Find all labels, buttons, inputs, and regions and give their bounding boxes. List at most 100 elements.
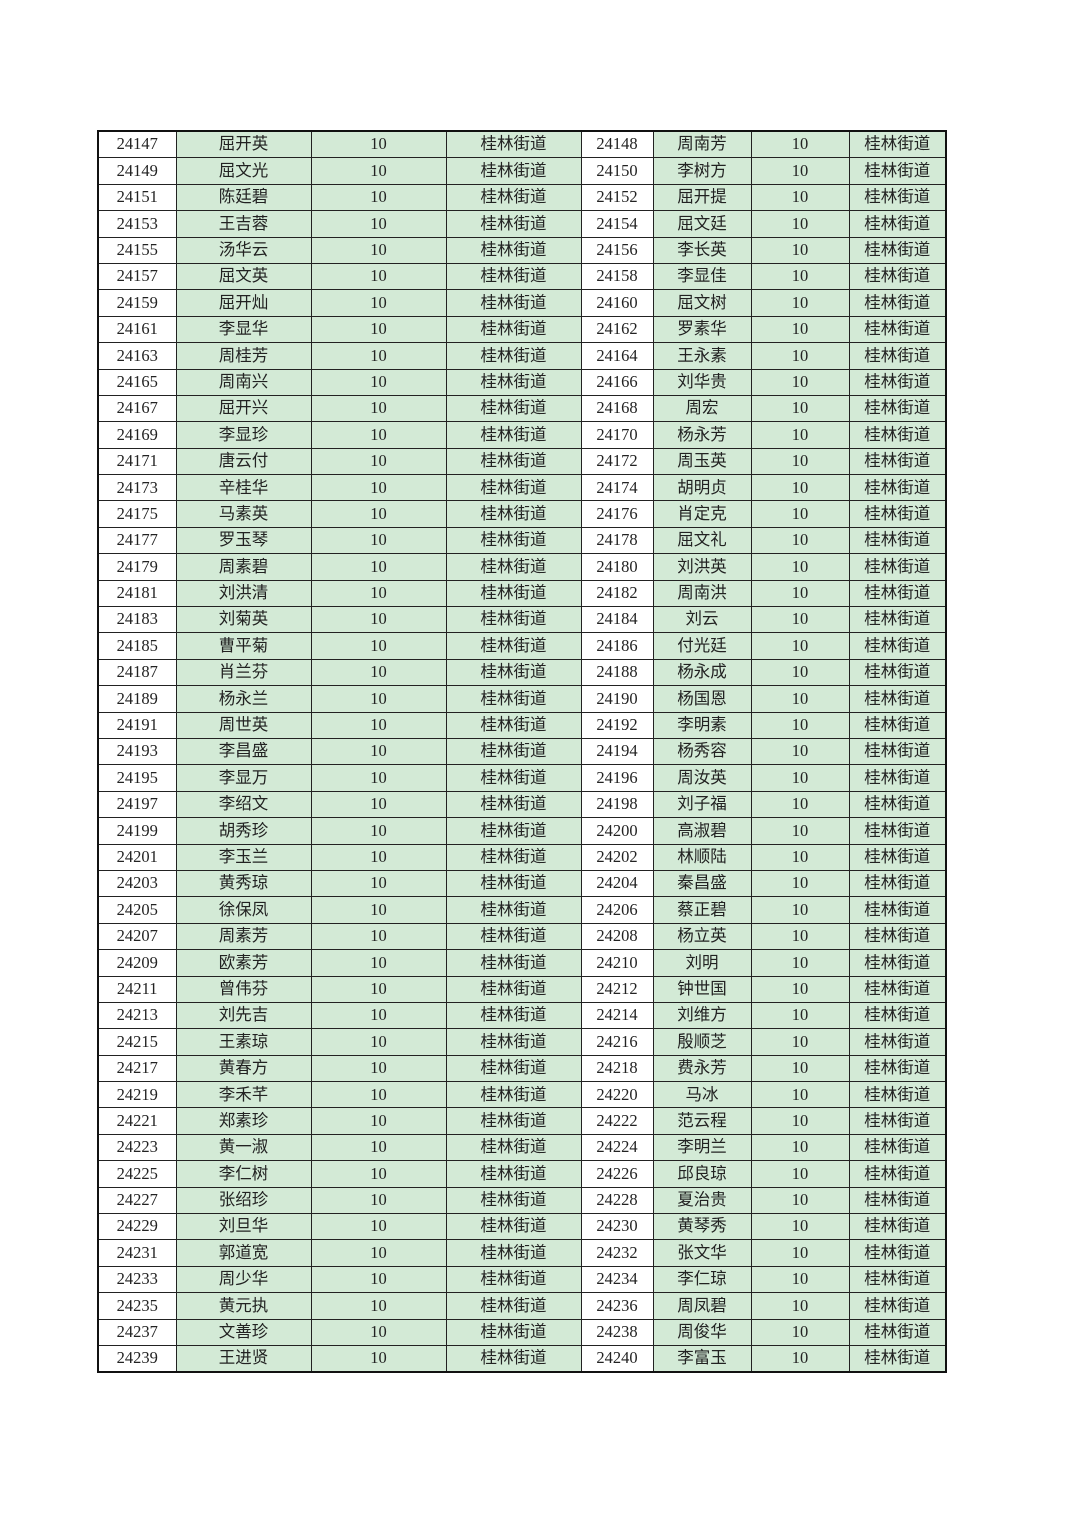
left-name-cell: 李显万 <box>175 764 312 792</box>
right-amount-cell: 10 <box>750 315 850 344</box>
right-amount-cell: 10 <box>750 1054 850 1083</box>
table-row: 24159 屈开灿 10 桂林街道 24160 屈文树 10 桂林街道 <box>97 289 947 317</box>
right-amount-cell: 10 <box>750 157 850 185</box>
right-amount-cell: 10 <box>750 949 850 977</box>
right-amount-cell: 10 <box>750 500 850 528</box>
left-name-cell: 刘先吉 <box>175 1001 312 1030</box>
table-row: 24239 王进贤 10 桂林街道 24240 李富玉 10 桂林街道 <box>97 1344 947 1373</box>
right-amount-cell: 10 <box>750 236 850 264</box>
right-street-cell: 桂林街道 <box>848 1186 947 1215</box>
right-name-cell: 李明素 <box>652 711 752 739</box>
left-amount-cell: 10 <box>310 1081 447 1109</box>
right-id-cell: 24168 <box>580 394 654 423</box>
left-id-cell: 24215 <box>97 1028 177 1056</box>
right-name-cell: 李仁琼 <box>652 1265 752 1294</box>
right-name-cell: 杨立英 <box>652 922 752 951</box>
left-id-cell: 24217 <box>97 1054 177 1083</box>
right-name-cell: 李树方 <box>652 157 752 185</box>
left-name-cell: 曾伟芬 <box>175 975 312 1003</box>
right-id-cell: 24212 <box>580 975 654 1003</box>
left-id-cell: 24187 <box>97 658 177 687</box>
left-id-cell: 24159 <box>97 289 177 317</box>
right-name-cell: 马冰 <box>652 1081 752 1109</box>
right-street-cell: 桂林街道 <box>848 474 947 502</box>
right-amount-cell: 10 <box>750 1344 850 1373</box>
right-street-cell: 桂林街道 <box>848 421 947 449</box>
left-amount-cell: 10 <box>310 1186 447 1215</box>
left-amount-cell: 10 <box>310 130 447 159</box>
table-row: 24175 马素英 10 桂林街道 24176 肖定克 10 桂林街道 <box>97 500 947 528</box>
right-name-cell: 费永芳 <box>652 1054 752 1083</box>
right-name-cell: 张文华 <box>652 1239 752 1267</box>
left-street-cell: 桂林街道 <box>445 315 582 344</box>
right-street-cell: 桂林街道 <box>848 130 947 159</box>
left-amount-cell: 10 <box>310 447 447 476</box>
right-street-cell: 桂林街道 <box>848 1054 947 1083</box>
left-street-cell: 桂林街道 <box>445 1292 582 1320</box>
left-name-cell: 黄秀琼 <box>175 869 312 898</box>
right-id-cell: 24228 <box>580 1186 654 1215</box>
left-street-cell: 桂林街道 <box>445 421 582 449</box>
right-name-cell: 周凤碧 <box>652 1292 752 1320</box>
right-amount-cell: 10 <box>750 1213 850 1241</box>
left-amount-cell: 10 <box>310 1213 447 1241</box>
right-id-cell: 24230 <box>580 1213 654 1241</box>
right-amount-cell: 10 <box>750 737 850 766</box>
left-id-cell: 24219 <box>97 1081 177 1109</box>
left-street-cell: 桂林街道 <box>445 685 582 713</box>
table-row: 24209 欧素芳 10 桂林街道 24210 刘明 10 桂林街道 <box>97 949 947 977</box>
right-street-cell: 桂林街道 <box>848 606 947 634</box>
left-amount-cell: 10 <box>310 1292 447 1320</box>
right-street-cell: 桂林街道 <box>848 1107 947 1135</box>
left-name-cell: 周桂芳 <box>175 342 312 370</box>
left-id-cell: 24207 <box>97 922 177 951</box>
left-name-cell: 李禾芊 <box>175 1081 312 1109</box>
right-street-cell: 桂林街道 <box>848 579 947 608</box>
left-street-cell: 桂林街道 <box>445 500 582 528</box>
right-amount-cell: 10 <box>750 658 850 687</box>
right-id-cell: 24178 <box>580 526 654 555</box>
table-row: 24223 黄一淑 10 桂林街道 24224 李明兰 10 桂林街道 <box>97 1133 947 1162</box>
table-row: 24193 李昌盛 10 桂林街道 24194 杨秀容 10 桂林街道 <box>97 737 947 766</box>
left-amount-cell: 10 <box>310 157 447 185</box>
table-row: 24231 郭道宽 10 桂林街道 24232 张文华 10 桂林街道 <box>97 1239 947 1267</box>
left-name-cell: 王吉蓉 <box>175 210 312 238</box>
left-street-cell: 桂林街道 <box>445 1081 582 1109</box>
left-name-cell: 罗玉琴 <box>175 526 312 555</box>
left-name-cell: 李仁树 <box>175 1160 312 1188</box>
left-amount-cell: 10 <box>310 1028 447 1056</box>
left-name-cell: 陈廷碧 <box>175 183 312 212</box>
left-amount-cell: 10 <box>310 553 447 581</box>
right-id-cell: 24196 <box>580 764 654 792</box>
table-row: 24211 曾伟芬 10 桂林街道 24212 钟世国 10 桂林街道 <box>97 975 947 1003</box>
table-row: 24215 王素琼 10 桂林街道 24216 殷顺芝 10 桂林街道 <box>97 1028 947 1056</box>
left-amount-cell: 10 <box>310 1160 447 1188</box>
left-amount-cell: 10 <box>310 685 447 713</box>
left-street-cell: 桂林街道 <box>445 896 582 924</box>
right-id-cell: 24186 <box>580 632 654 660</box>
left-id-cell: 24193 <box>97 737 177 766</box>
right-amount-cell: 10 <box>750 553 850 581</box>
right-id-cell: 24192 <box>580 711 654 739</box>
right-id-cell: 24172 <box>580 447 654 476</box>
right-amount-cell: 10 <box>750 1292 850 1320</box>
right-name-cell: 付光廷 <box>652 632 752 660</box>
right-id-cell: 24156 <box>580 236 654 264</box>
table-row: 24189 杨永兰 10 桂林街道 24190 杨国恩 10 桂林街道 <box>97 685 947 713</box>
left-name-cell: 屈文光 <box>175 157 312 185</box>
right-street-cell: 桂林街道 <box>848 1001 947 1030</box>
right-street-cell: 桂林街道 <box>848 817 947 845</box>
right-name-cell: 周南芳 <box>652 130 752 159</box>
right-amount-cell: 10 <box>750 817 850 845</box>
left-name-cell: 唐云付 <box>175 447 312 476</box>
left-amount-cell: 10 <box>310 1318 447 1346</box>
right-amount-cell: 10 <box>750 526 850 555</box>
left-id-cell: 24223 <box>97 1133 177 1162</box>
right-name-cell: 周宏 <box>652 394 752 423</box>
right-name-cell: 李长英 <box>652 236 752 264</box>
left-street-cell: 桂林街道 <box>445 658 582 687</box>
right-id-cell: 24238 <box>580 1318 654 1346</box>
left-id-cell: 24163 <box>97 342 177 370</box>
left-name-cell: 屈开兴 <box>175 394 312 423</box>
left-name-cell: 徐保凤 <box>175 896 312 924</box>
